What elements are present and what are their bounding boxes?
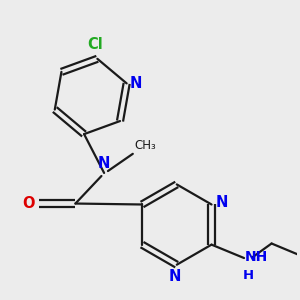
Text: Cl: Cl xyxy=(88,37,103,52)
Text: N: N xyxy=(98,156,110,171)
Text: N: N xyxy=(169,269,181,284)
Text: H: H xyxy=(243,269,254,282)
Text: NH: NH xyxy=(245,250,268,264)
Text: O: O xyxy=(22,196,34,211)
Text: N: N xyxy=(130,76,142,91)
Text: CH₃: CH₃ xyxy=(135,139,157,152)
Text: N: N xyxy=(215,195,228,210)
